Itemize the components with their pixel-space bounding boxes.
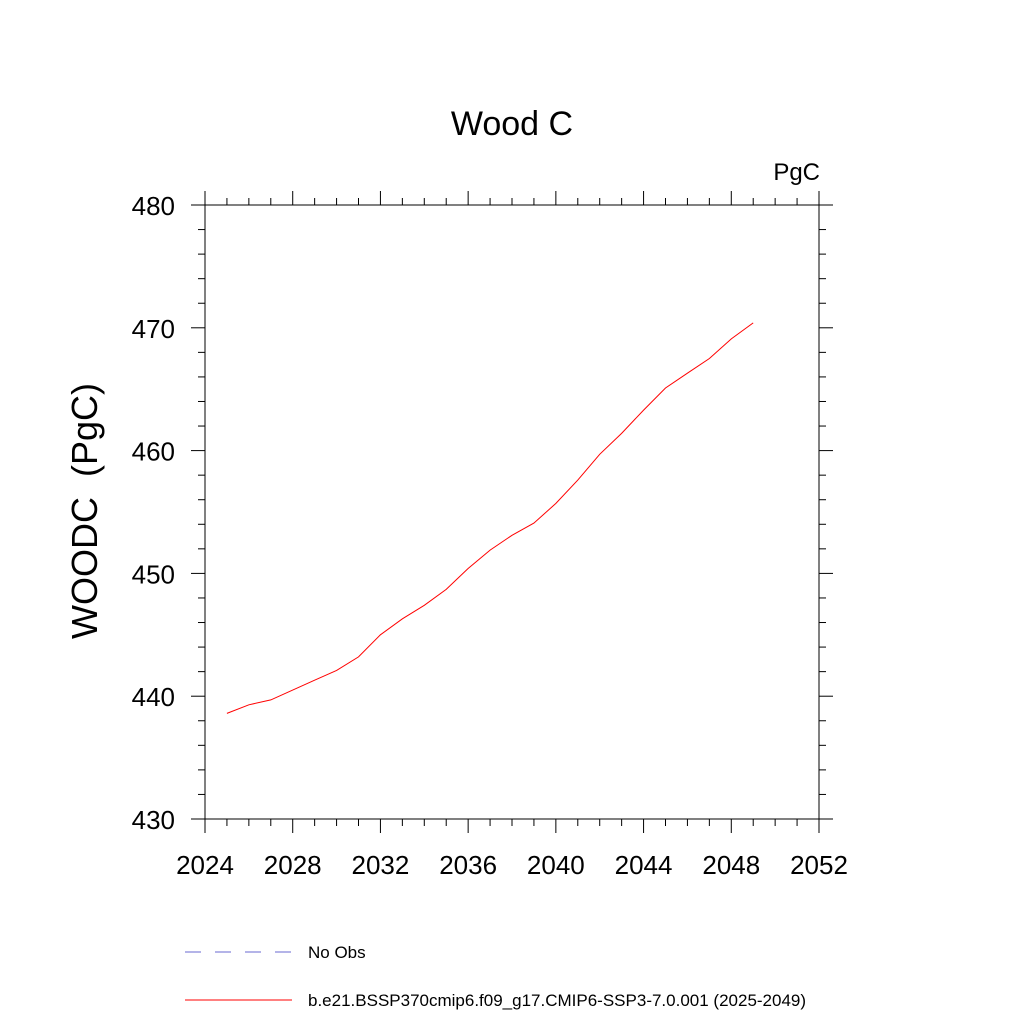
y-tick-label: 430 [132, 805, 175, 835]
y-tick-label: 460 [132, 437, 175, 467]
series-layer [226, 322, 754, 714]
plot-frame [204, 204, 820, 820]
y-tick-label: 470 [132, 314, 175, 344]
legend-label: b.e21.BSSP370cmip6.f09_g17.CMIP6-SSP3-7.… [308, 991, 806, 1010]
axis-ticks [191, 191, 833, 833]
legend: No Obs b.e21.BSSP370cmip6.f09_g17.CMIP6-S… [185, 943, 806, 1010]
y-tick-label: 440 [132, 682, 175, 712]
x-tick-label: 2032 [352, 850, 410, 880]
x-tick-label: 2036 [439, 850, 497, 880]
x-tick-label: 2040 [527, 850, 585, 880]
x-tick-label: 2024 [176, 850, 234, 880]
y-tick-label: 480 [132, 191, 175, 221]
units-label: PgC [773, 159, 820, 186]
series-line [226, 322, 754, 714]
x-tick-label: 2044 [615, 850, 673, 880]
chart-title: Wood C [451, 105, 573, 143]
x-tick-label: 2048 [702, 850, 760, 880]
legend-label: No Obs [308, 943, 366, 962]
x-tick-label: 2028 [264, 850, 322, 880]
x-tick-label: 2052 [790, 850, 848, 880]
y-tick-label: 450 [132, 559, 175, 589]
tick-labels: 2024 2028 2032 2036 2040 2044 2048 2052 430 440 45… [132, 191, 848, 880]
y-axis-label: WOODC (PgC) [64, 383, 105, 639]
